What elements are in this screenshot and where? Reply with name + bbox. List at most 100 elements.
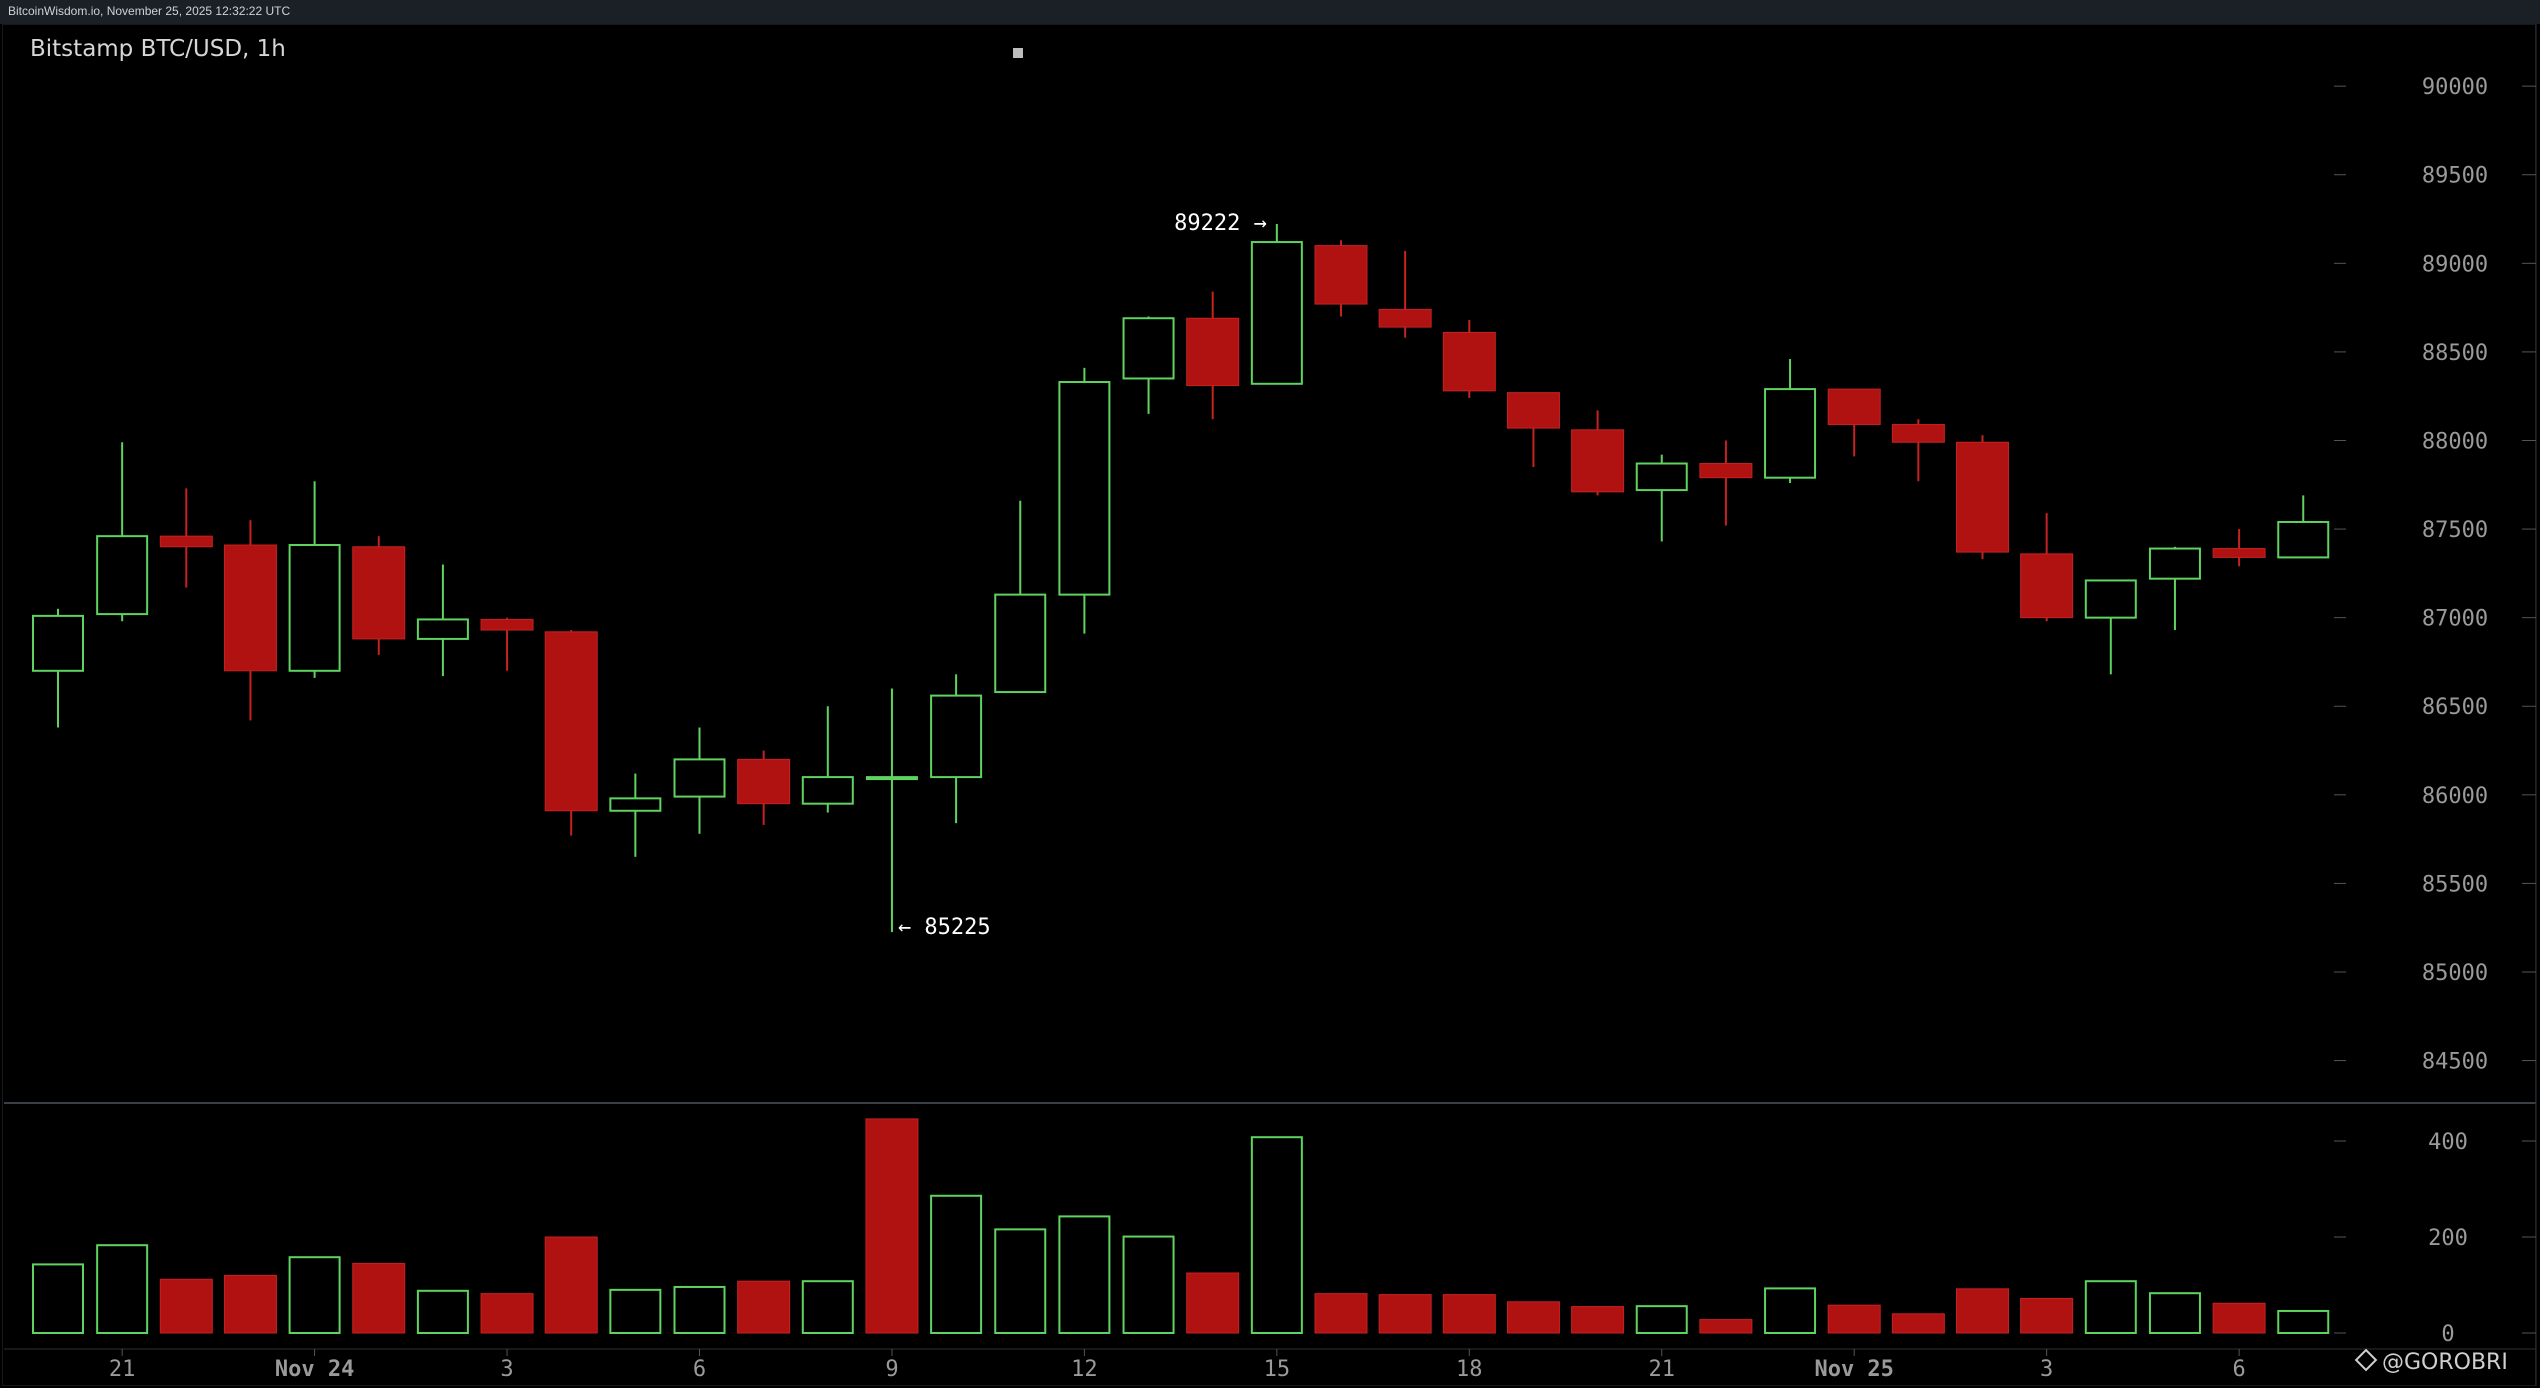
candle-body [1956, 441, 2009, 553]
candle-body [801, 776, 854, 805]
volume-bar [1442, 1294, 1496, 1334]
time-axis: 21 Nov 24 3 6 9 12 15 18 21 Nov 25 3 6 [109, 1349, 2246, 1382]
volume-bar [1827, 1304, 1881, 1334]
volume-bar [1571, 1306, 1625, 1334]
volume-bar [352, 1262, 406, 1334]
candle-body [32, 614, 84, 672]
source-timestamp: BitcoinWisdom.io, November 25, 2025 12:3… [8, 4, 291, 18]
volume-bar [2020, 1297, 2074, 1334]
time-tick-label: 6 [693, 1357, 706, 1382]
candle-body [673, 758, 726, 798]
volume-tick-label: 400 [2428, 1130, 2468, 1155]
volume-bar [223, 1274, 277, 1334]
volume-axis: 400 200 0 [2334, 1130, 2536, 1347]
time-tick-label: 18 [1456, 1357, 1483, 1382]
candle-body [865, 776, 918, 781]
candle-body [1635, 462, 1688, 492]
volume-bar [159, 1278, 213, 1334]
candle-body [352, 546, 406, 640]
price-axis: 90000 89500 89000 88500 88000 87500 87000 86500… [2334, 75, 2536, 1075]
candle-body [1764, 388, 1817, 479]
volume-bar [2148, 1292, 2201, 1334]
watermark: @GOROBRI [2354, 1348, 2508, 1375]
candle-body [1122, 317, 1175, 380]
menu-handle-icon[interactable] [1013, 48, 1023, 58]
time-tick-label: 21 [109, 1357, 136, 1382]
candle-body [1699, 463, 1753, 479]
candle-body [609, 797, 662, 812]
volume-bar [1250, 1136, 1303, 1334]
time-tick-label: Nov 24 [275, 1357, 354, 1382]
candle-body [223, 544, 277, 672]
volume-bar [1891, 1313, 1945, 1334]
volume-tick-label: 0 [2441, 1322, 2454, 1347]
low-annotation: ← 85225 [898, 915, 991, 940]
candle-body [288, 544, 341, 672]
volume-bar [801, 1280, 854, 1334]
volume-bar [1378, 1294, 1432, 1334]
volume-bar [1506, 1301, 1560, 1334]
candle-body [1442, 331, 1496, 392]
candle-body [416, 618, 469, 640]
volume-bar [2277, 1309, 2330, 1334]
volume-series [32, 1118, 2330, 1335]
candle-body [994, 593, 1047, 694]
volume-bar [930, 1194, 983, 1335]
volume-bar [2084, 1280, 2137, 1334]
price-tick-label: 84500 [2422, 1050, 2488, 1075]
candle-body [2020, 553, 2074, 619]
volume-bar [1635, 1305, 1688, 1335]
price-tick-label: 85500 [2422, 872, 2488, 897]
diamond-logo-icon [2354, 1348, 2378, 1372]
volume-bar [288, 1256, 341, 1334]
volume-bar [865, 1118, 919, 1334]
watermark-text: @GOROBRI [2382, 1350, 2508, 1375]
candle-body [737, 758, 791, 805]
candle-body [2212, 548, 2266, 558]
time-tick-label: 12 [1071, 1357, 1098, 1382]
volume-bar [1122, 1235, 1175, 1335]
volume-bar [994, 1228, 1047, 1334]
volume-bar [480, 1293, 534, 1334]
price-tick-label: 87500 [2422, 518, 2488, 543]
time-tick-label: 21 [1649, 1357, 1676, 1382]
chart-title: Bitstamp BTC/USD, 1h [30, 36, 286, 62]
time-tick-label: 9 [885, 1357, 898, 1382]
volume-bar [96, 1244, 149, 1334]
candle-body [480, 618, 534, 631]
candle-body [2148, 547, 2201, 580]
candle-body [1058, 381, 1111, 596]
candle-series [32, 223, 2330, 933]
time-tick-label: 15 [1264, 1357, 1291, 1382]
volume-bar [1699, 1319, 1753, 1334]
price-tick-label: 89000 [2422, 252, 2488, 277]
price-tick-label: 86500 [2422, 695, 2488, 720]
price-tick-label: 88500 [2422, 341, 2488, 366]
candle-body [96, 535, 149, 616]
time-tick-label: 3 [500, 1357, 513, 1382]
volume-bar [1058, 1215, 1111, 1335]
price-tick-label: 86000 [2422, 784, 2488, 809]
volume-bar [2212, 1302, 2266, 1334]
candle-body [2084, 579, 2137, 619]
candle-body [544, 631, 598, 812]
volume-bar [544, 1236, 598, 1334]
top-bar: BitcoinWisdom.io, November 25, 2025 12:3… [0, 0, 2540, 24]
price-tick-label: 85000 [2422, 961, 2488, 986]
candle-body [2277, 520, 2330, 559]
candle-body [1506, 392, 1560, 429]
price-tick-label: 90000 [2422, 75, 2488, 100]
candle-body [1186, 317, 1240, 387]
volume-bar [1314, 1293, 1368, 1334]
volume-tick-label: 200 [2428, 1226, 2468, 1251]
candle-body [1891, 424, 1945, 443]
price-tick-label: 88000 [2422, 429, 2488, 454]
price-tick-label: 89500 [2422, 164, 2488, 189]
volume-bar [737, 1280, 791, 1334]
candle-body [930, 694, 983, 779]
price-tick-label: 87000 [2422, 607, 2488, 632]
volume-bar [416, 1289, 469, 1335]
annotations: 89222 → ← 85225 [898, 211, 1267, 940]
candle-body [1250, 241, 1303, 385]
